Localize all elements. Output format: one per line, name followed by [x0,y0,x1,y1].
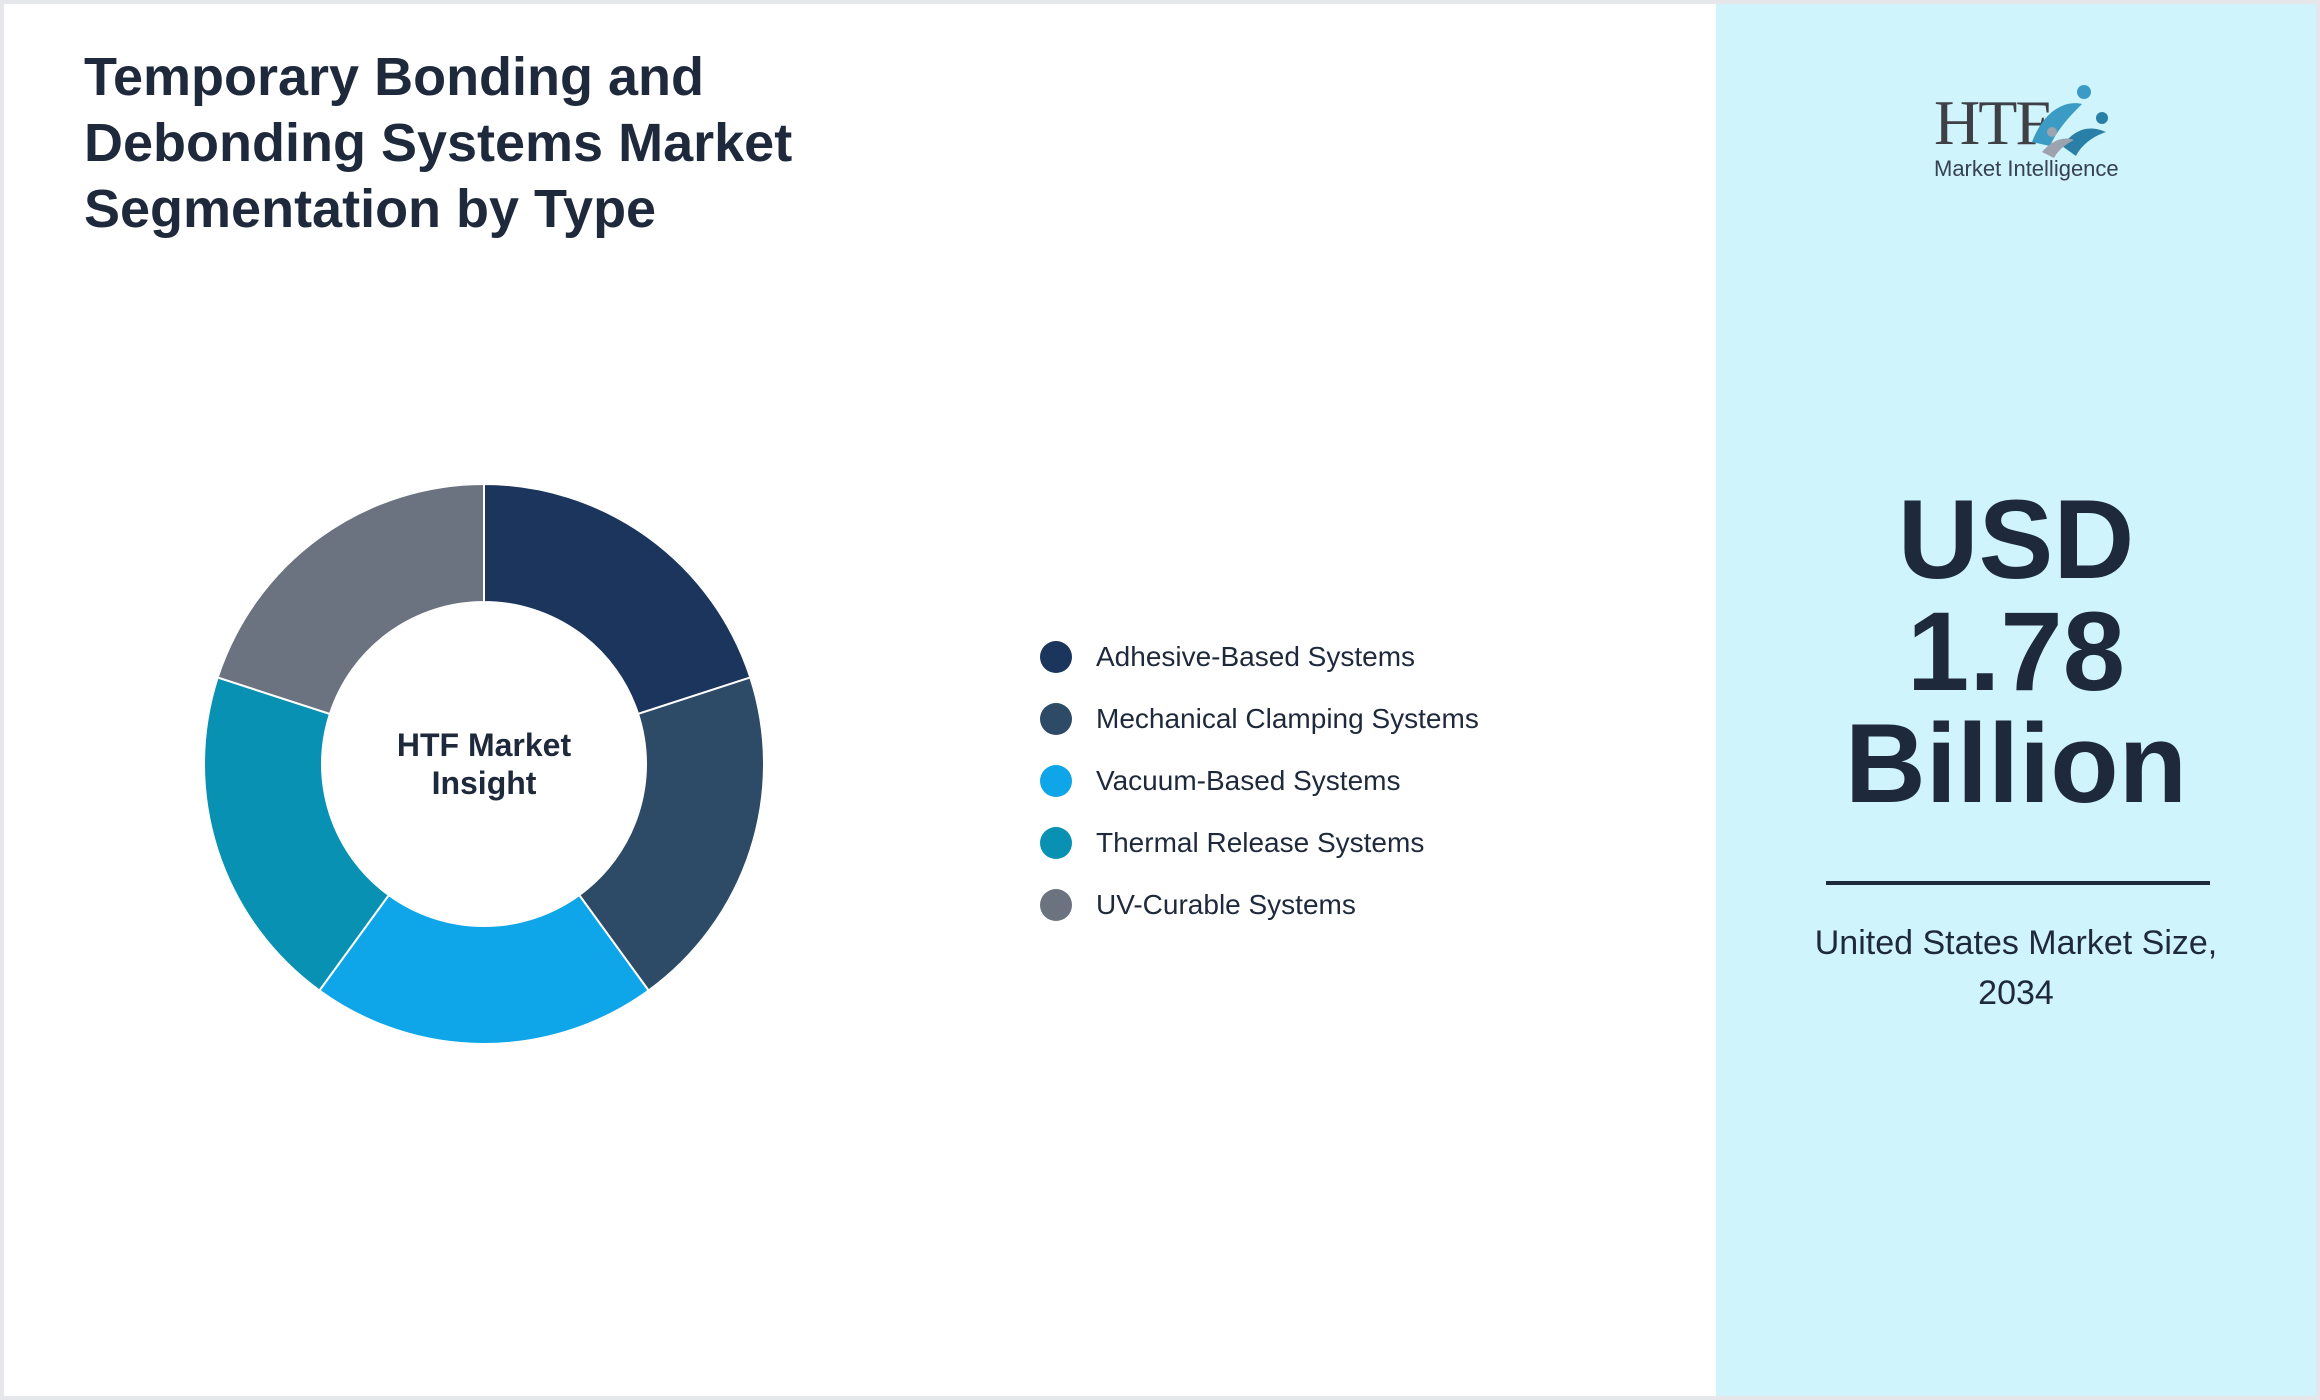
logo-wordmark: HTF [1934,87,2051,158]
donut-center-label-line: Insight [432,765,537,801]
donut-slices [203,482,765,1046]
market-value-line: USD [1897,477,2135,602]
legend-item: UV-Curable Systems [1040,874,1479,936]
logo-tagline: Market Intelligence [1934,156,2119,181]
chart-title-line: Debonding Systems Market [84,113,793,173]
donut-center-label-line: HTF Market [397,727,572,763]
market-caption: United States Market Size, 2034 [1776,918,2256,1018]
legend-label: Adhesive-Based Systems [1096,641,1416,672]
htf-logo: HTF Market Intelligence [1924,80,2119,190]
legend-label: Vacuum-Based Systems [1096,765,1401,796]
chart-title-line: Temporary Bonding and [84,47,705,107]
chart-title-line: Segmentation by Type [84,179,657,239]
divider-line [1826,881,2210,885]
legend-item: Thermal Release Systems [1040,812,1479,874]
donut-slice [216,482,485,716]
legend-swatch [1040,703,1072,735]
market-size-panel: HTF Market Intelligence USD 1.78 Billion… [1716,4,2316,1396]
legend-label: Thermal Release Systems [1096,827,1425,858]
donut-slice [318,893,650,1046]
logo-figures-icon [2032,85,2108,158]
legend-swatch [1040,765,1072,797]
legend-label: Mechanical Clamping Systems [1096,703,1479,734]
donut-slice [577,676,765,992]
chart-panel: Temporary Bonding and Debonding Systems … [4,4,1716,1396]
market-caption-line: United States Market Size, [1814,924,2218,962]
market-value: USD 1.78 Billion [1716,484,2316,820]
market-value-line: Billion [1844,701,2188,826]
legend-item: Vacuum-Based Systems [1040,750,1479,812]
donut-slice [203,676,391,992]
market-caption-line: 2034 [1978,974,2054,1012]
legend-swatch [1040,641,1072,673]
chart-legend: Adhesive-Based Systems Mechanical Clampi… [1040,626,1479,936]
infographic-card: Temporary Bonding and Debonding Systems … [4,4,2316,1396]
market-value-line: 1.78 [1907,589,2125,714]
legend-item: Mechanical Clamping Systems [1040,688,1479,750]
legend-item: Adhesive-Based Systems [1040,626,1479,688]
donut-chart: HTF Market Insight [203,482,765,1046]
legend-swatch [1040,889,1072,921]
legend-label: UV-Curable Systems [1096,889,1356,920]
legend-swatch [1040,827,1072,859]
donut-slice [483,482,752,716]
chart-title: Temporary Bonding and Debonding Systems … [84,44,984,242]
